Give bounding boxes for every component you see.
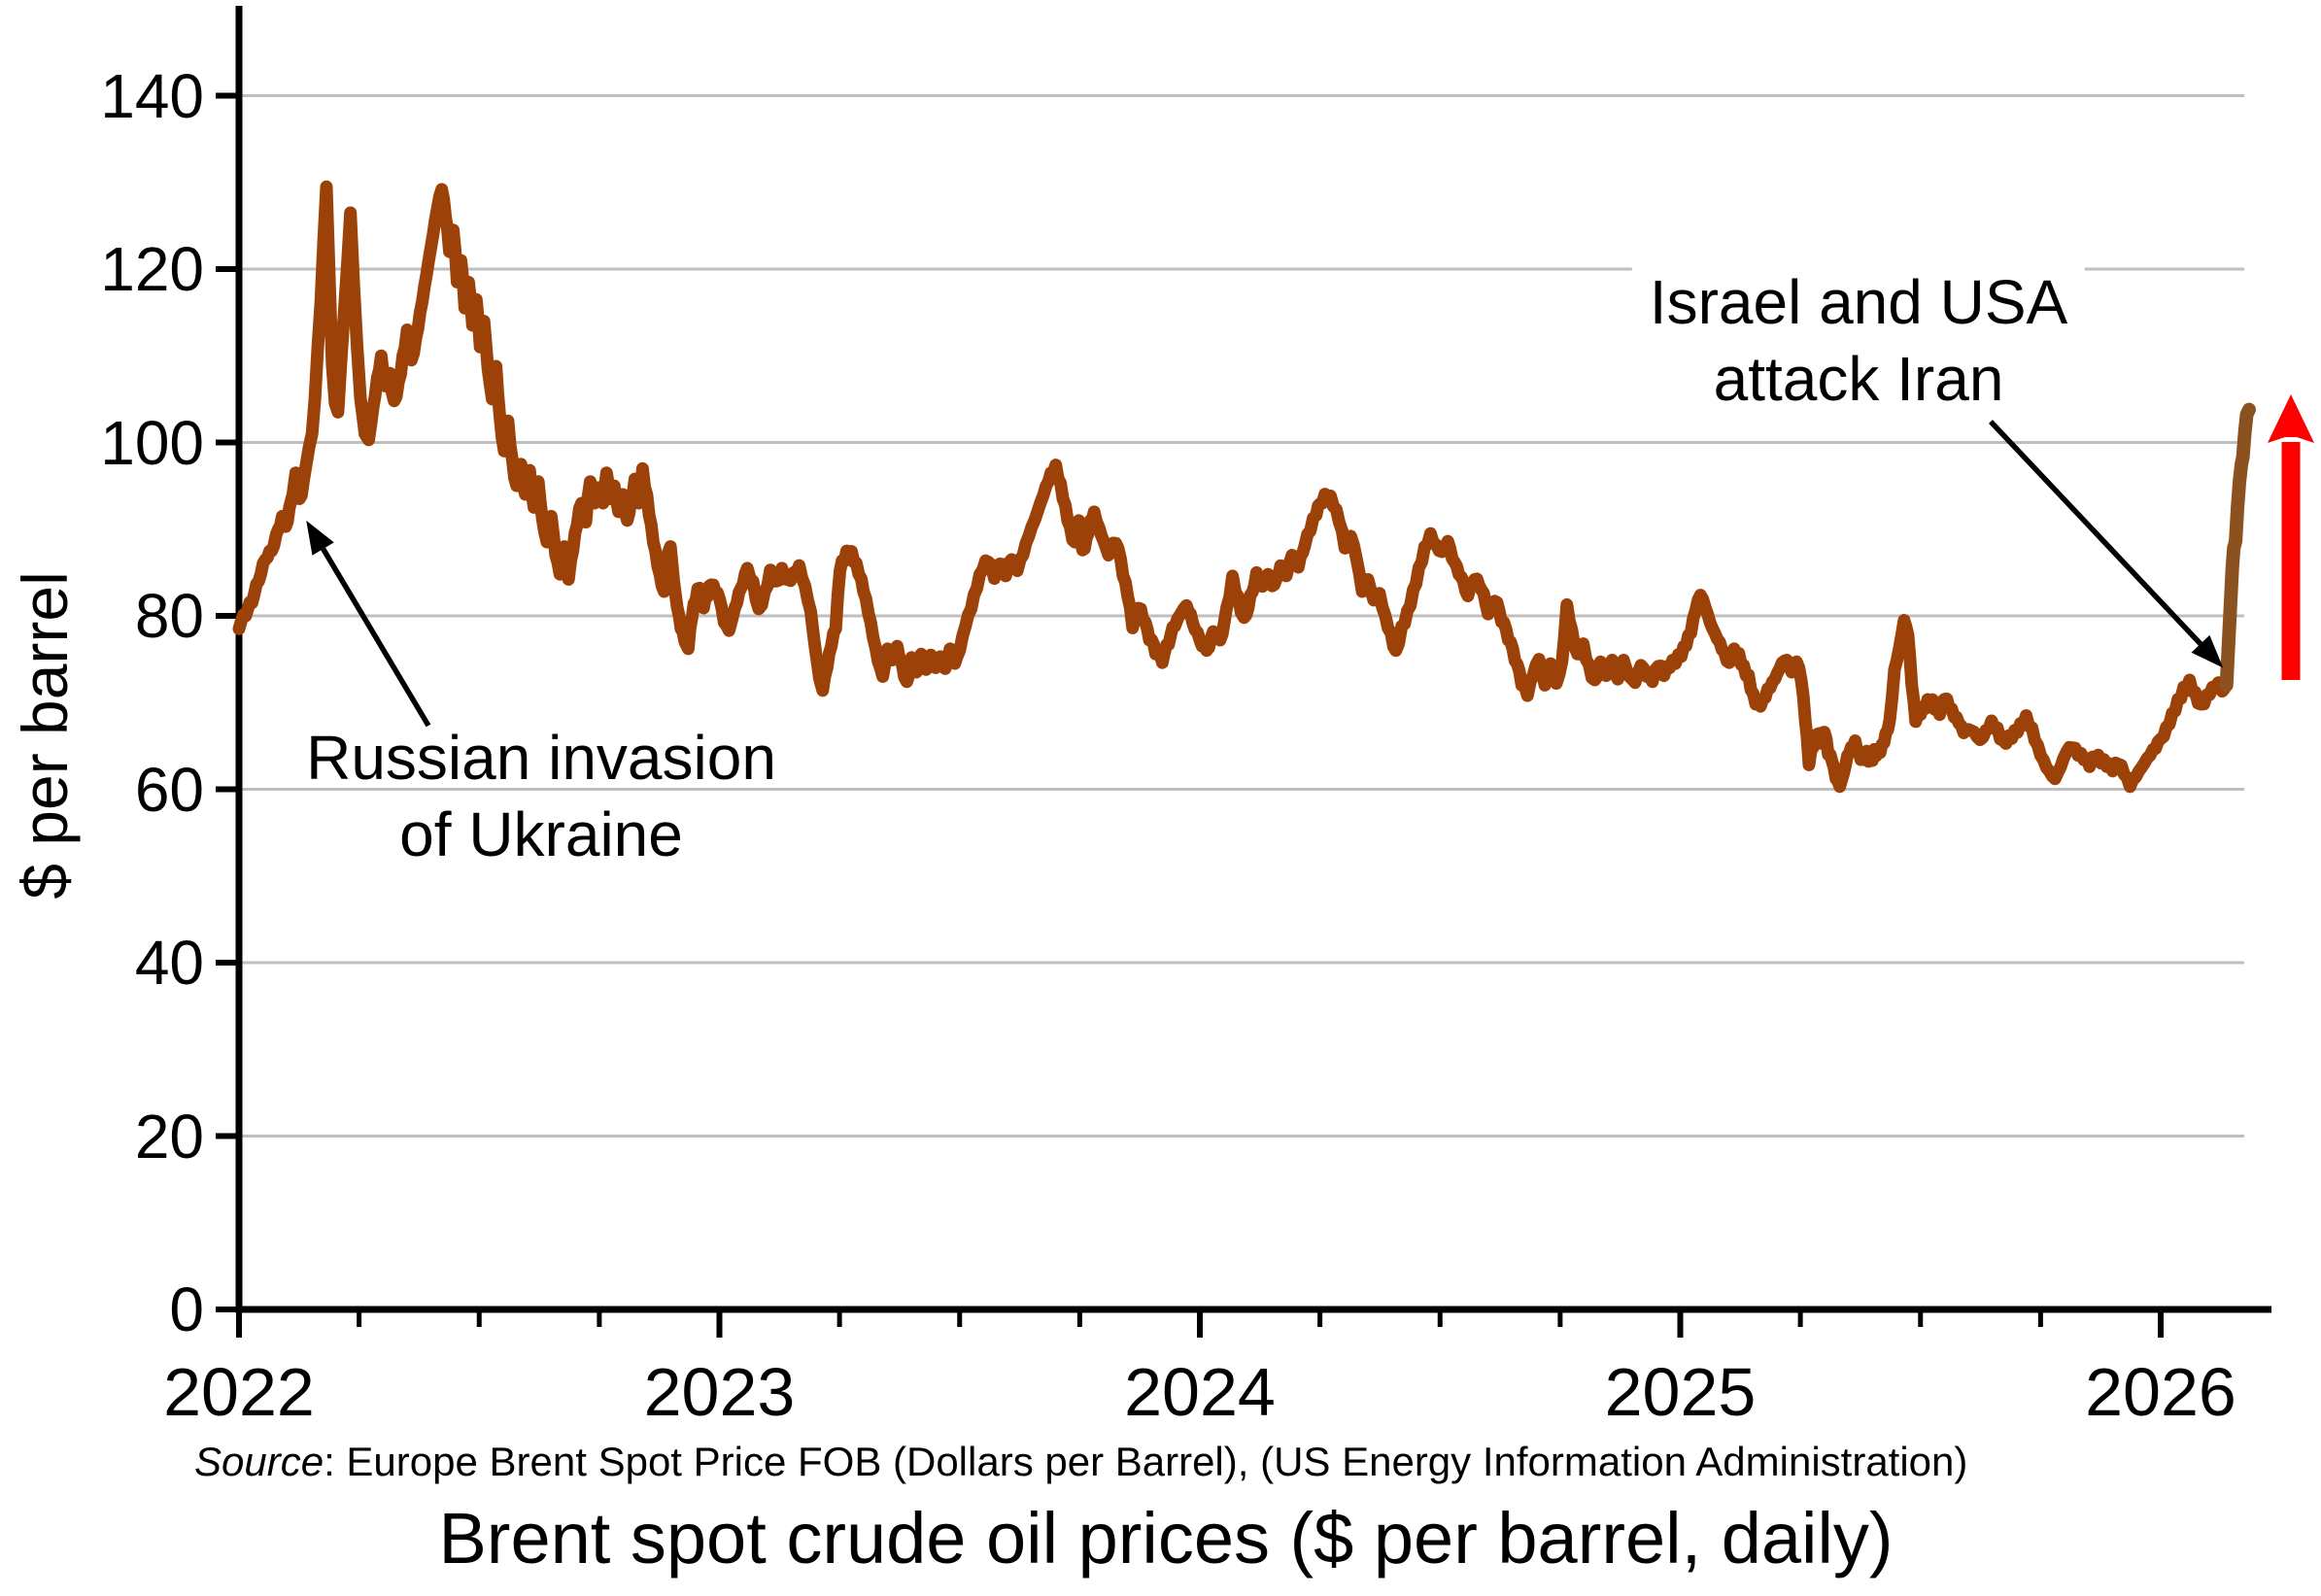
x-tick-label-2025: 2025: [1604, 1354, 1757, 1430]
y-tick-label-0: 0: [169, 1274, 204, 1344]
x-tick-label-2023: 2023: [643, 1354, 796, 1430]
y-axis-title: $ per barrel: [9, 571, 81, 900]
post-attack-surge-series: [2219, 402, 2256, 693]
x-tick-label-2022: 2022: [163, 1354, 315, 1430]
y-tick-label-140: 140: [100, 60, 204, 131]
annotation-line: of Ukraine: [399, 799, 683, 869]
annotation-line: attack Iran: [1713, 344, 2004, 414]
iran-arrow-head: [2191, 634, 2224, 668]
annotation-russian-invasion: Russian invasion of Ukraine: [306, 720, 776, 873]
y-tick-label-40: 40: [134, 928, 204, 998]
annotation-israel-usa-attack-iran: Israel and USA attack Iran: [1631, 262, 2086, 420]
iran-arrow-shaft: [1989, 420, 2202, 646]
y-tick-label-100: 100: [100, 407, 204, 478]
axes: [216, 6, 2271, 1338]
brent-price-series: [232, 180, 2234, 794]
x-tick-label-2024: 2024: [1124, 1354, 1276, 1430]
horizontal-gridlines: [239, 94, 2244, 1138]
annotation-arrows: [306, 420, 2224, 728]
y-tick-label-120: 120: [100, 234, 204, 304]
price-surge-up-arrow: [2268, 394, 2314, 680]
source-word: Source: [194, 1439, 324, 1484]
source-caption: Source: Europe Brent Spot Price FOB (Dol…: [194, 1438, 1967, 1486]
ukraine-arrow-head: [306, 520, 334, 556]
y-tick-label-20: 20: [134, 1101, 204, 1172]
price-line: [232, 180, 2256, 794]
chart-title: Brent spot crude oil prices ($ per barre…: [438, 1498, 1894, 1579]
annotation-line: Israel and USA: [1649, 267, 2068, 337]
source-text: : Europe Brent Spot Price FOB (Dollars p…: [324, 1439, 1968, 1484]
red-arrow-head: [2268, 394, 2314, 443]
ukraine-arrow-shaft: [321, 547, 431, 728]
y-tick-label-80: 80: [134, 581, 204, 651]
annotation-line: Russian invasion: [306, 723, 776, 793]
x-tick-label-2026: 2026: [2085, 1354, 2236, 1430]
y-tick-label-60: 60: [134, 754, 204, 825]
